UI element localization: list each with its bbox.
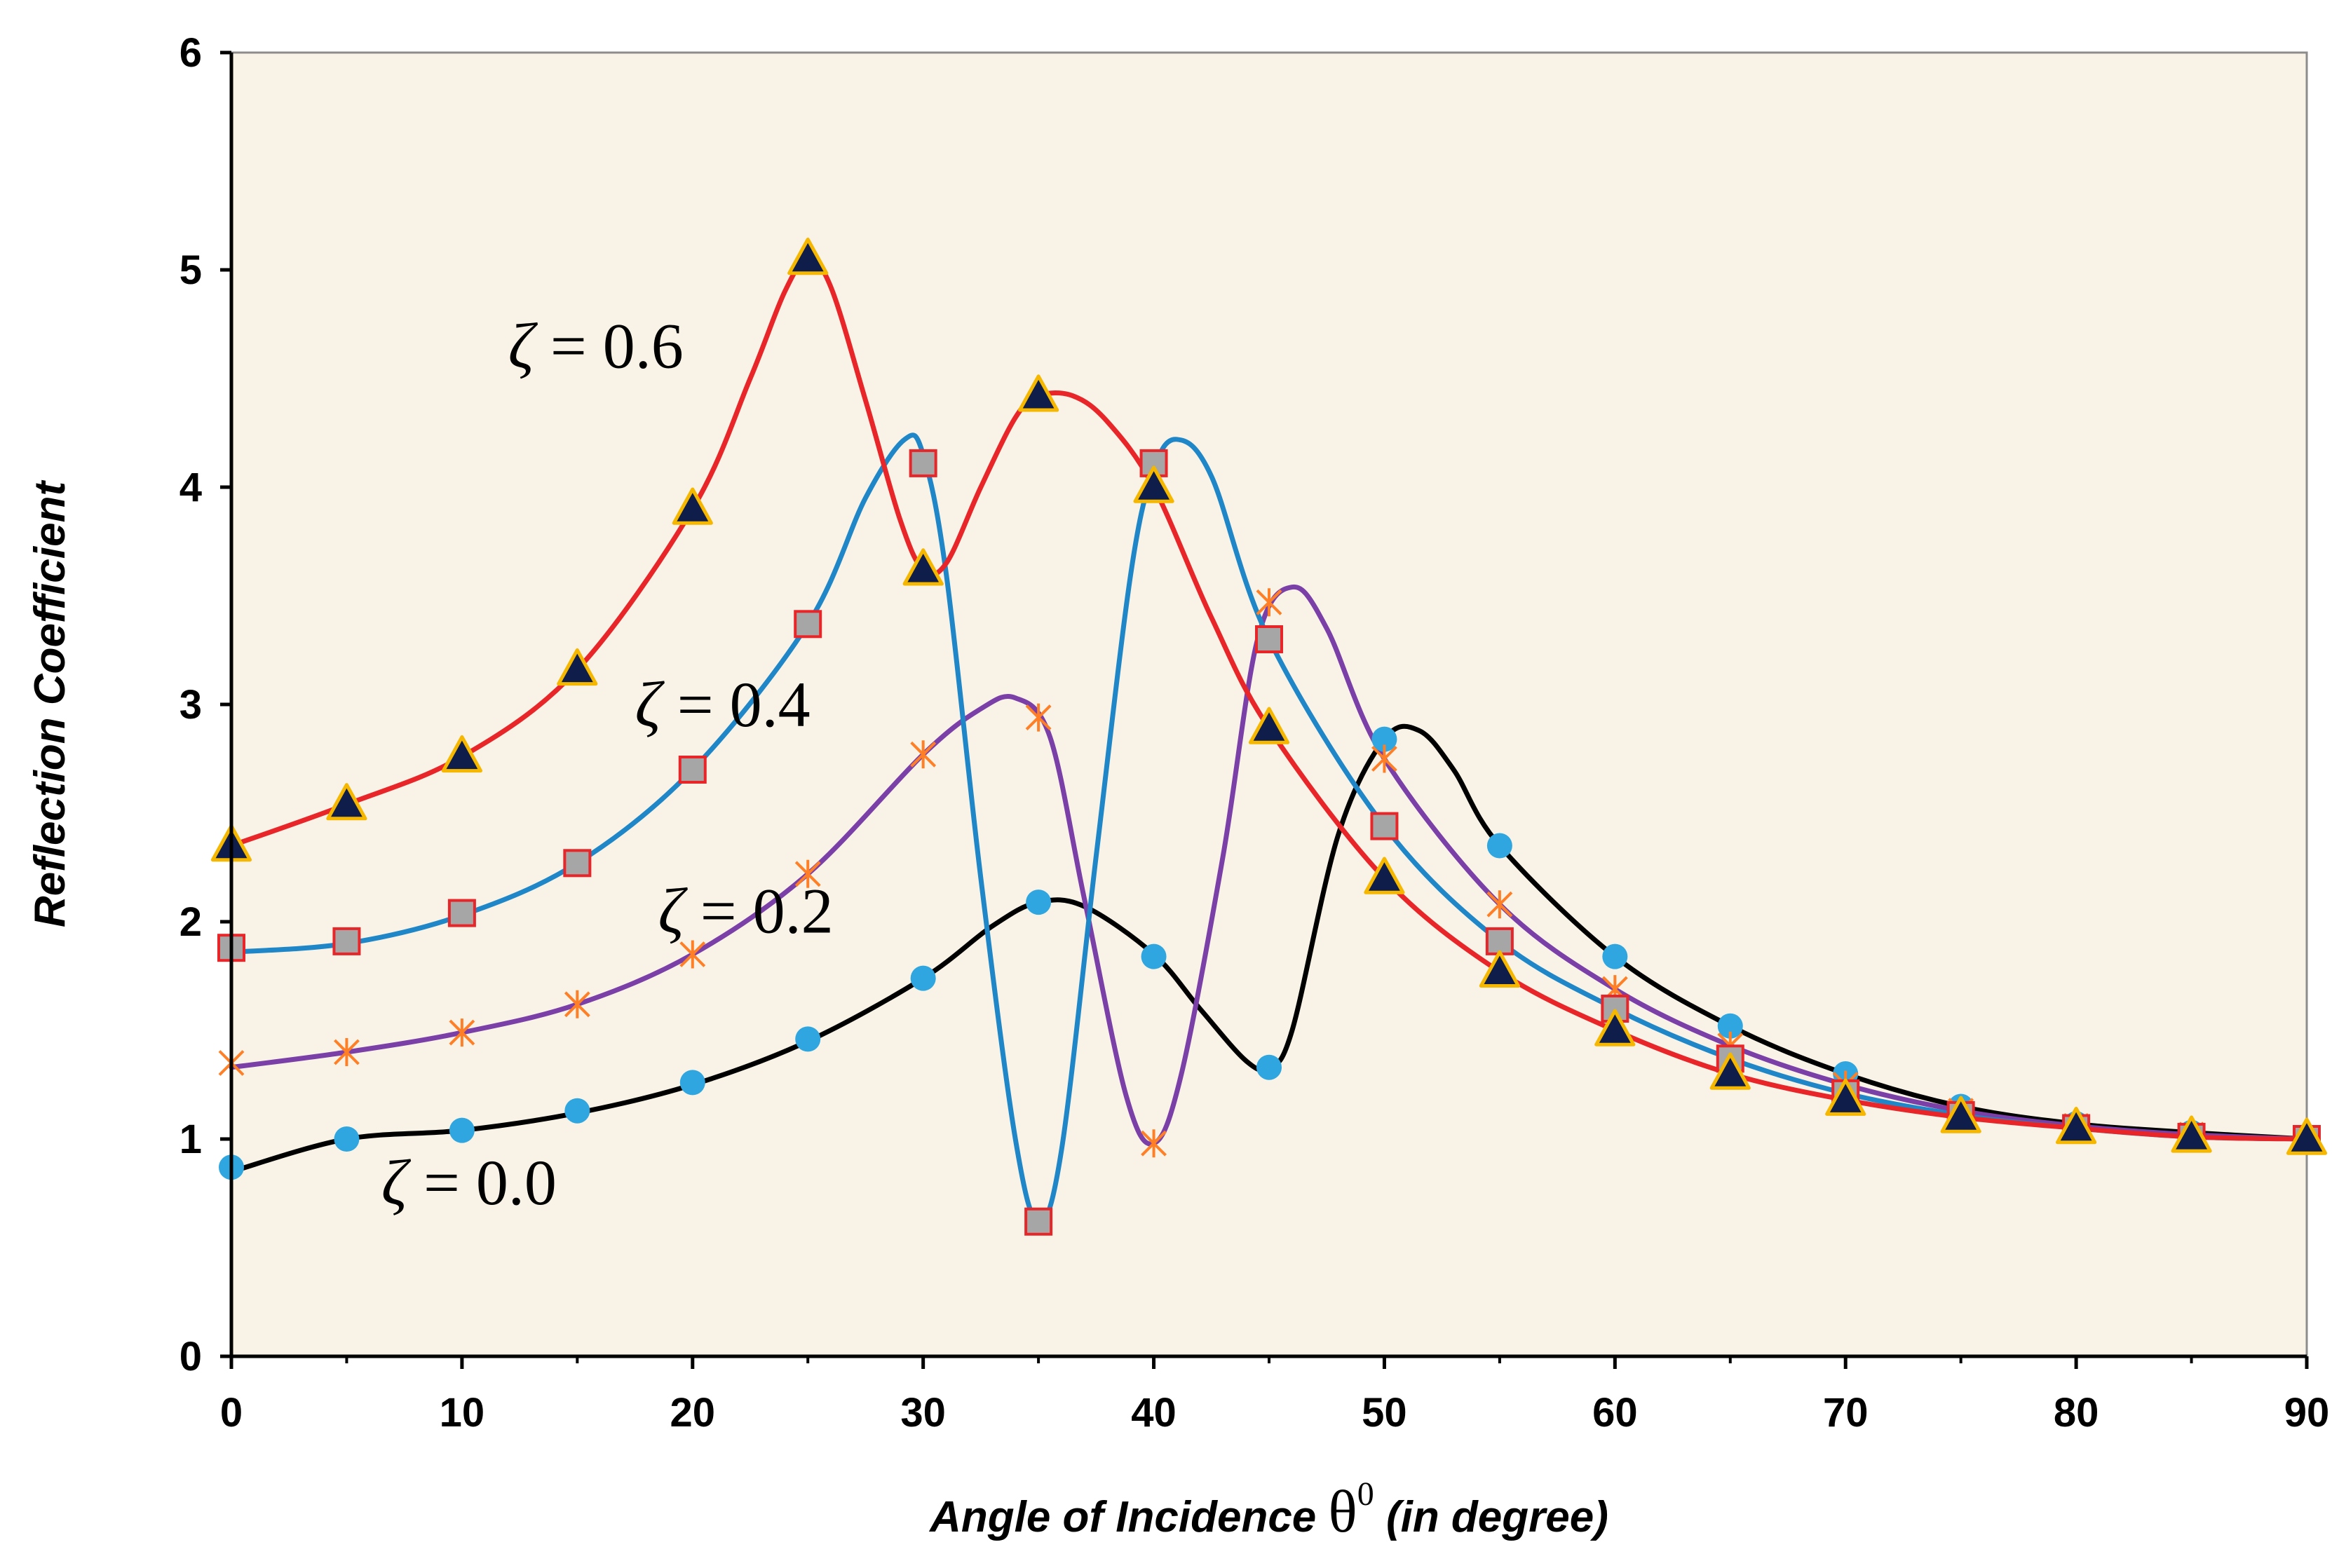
point-zeta-0-6 — [672, 487, 713, 525]
point-zeta-0-4 — [1370, 812, 1399, 840]
point-zeta-0-6 — [2286, 1117, 2328, 1155]
x-tick-label: 40 — [1131, 1390, 1177, 1436]
point-zeta-0-4 — [1485, 927, 1514, 955]
series-markers — [210, 238, 2328, 1236]
point-zeta-0-6 — [1594, 1009, 1636, 1047]
point-zeta-0-6 — [1940, 1096, 1981, 1133]
y-tick-label: 4 — [179, 465, 202, 510]
annotation-label: ζ = 0.4 — [635, 669, 811, 740]
point-zeta-0-0 — [1026, 889, 1052, 915]
x-axis-title: Angle of Incidence θ0 (in degree) — [928, 1475, 1608, 1545]
point-zeta-0-4 — [563, 849, 592, 878]
point-zeta-0-2 — [679, 940, 706, 969]
annotation-label: ζ = 0.0 — [381, 1147, 557, 1218]
point-zeta-0-6 — [441, 735, 482, 773]
point-zeta-0-4 — [1024, 1207, 1053, 1236]
x-tick-label: 90 — [2284, 1390, 2330, 1436]
point-zeta-0-2 — [334, 1038, 360, 1066]
point-zeta-0-0 — [1602, 943, 1628, 969]
x-axis-title-suffix: (in degree) — [1374, 1493, 1608, 1541]
x-tick-label: 10 — [440, 1390, 485, 1436]
point-zeta-0-2 — [910, 740, 937, 769]
x-tick-label: 0 — [220, 1390, 243, 1436]
annotation-label: ζ = 0.2 — [658, 875, 833, 947]
series-annotations: ζ = 0.6ζ = 0.4ζ = 0.2ζ = 0.0 — [381, 311, 834, 1219]
theta-symbol: θ — [1329, 1478, 1357, 1545]
annotation-value: = 0.4 — [661, 669, 811, 740]
point-zeta-0-6 — [557, 648, 598, 686]
point-zeta-0-6 — [2056, 1107, 2097, 1145]
point-zeta-0-0 — [334, 1126, 360, 1152]
point-zeta-0-2 — [564, 990, 590, 1018]
x-tick-label: 80 — [2054, 1390, 2099, 1436]
y-tick-label: 5 — [179, 247, 202, 293]
y-tick-label: 6 — [179, 30, 202, 76]
point-zeta-0-0 — [564, 1098, 590, 1124]
point-zeta-0-0 — [1256, 1054, 1282, 1080]
point-zeta-0-0 — [1486, 833, 1512, 859]
point-zeta-0-2 — [1025, 703, 1052, 732]
point-zeta-0-2 — [1141, 1129, 1167, 1158]
point-zeta-0-0 — [795, 1026, 821, 1052]
annotation-value: = 0.2 — [684, 875, 834, 947]
point-zeta-0-0 — [1371, 726, 1397, 752]
series-line-zeta-0-2 — [229, 585, 2310, 1147]
zeta-symbol: ζ — [508, 311, 538, 382]
annotation-label: ζ = 0.6 — [508, 311, 684, 382]
point-zeta-0-4 — [332, 927, 361, 955]
point-zeta-0-2 — [1256, 588, 1282, 617]
point-zeta-0-6 — [1018, 374, 1059, 412]
point-zeta-0-2 — [794, 859, 821, 888]
zeta-symbol: ζ — [635, 669, 665, 740]
x-axis-title-prefix: Angle of Incidence — [928, 1493, 1328, 1541]
x-tick-label: 50 — [1362, 1390, 1407, 1436]
point-zeta-0-0 — [679, 1070, 705, 1096]
annotation-value: = 0.6 — [534, 311, 684, 382]
point-zeta-0-6 — [902, 548, 944, 586]
point-zeta-0-6 — [326, 783, 367, 821]
zeta-symbol: ζ — [658, 875, 688, 947]
point-zeta-0-0 — [910, 965, 936, 991]
point-zeta-0-4 — [1255, 625, 1283, 653]
point-zeta-0-6 — [787, 238, 829, 275]
y-tick-label: 0 — [179, 1334, 202, 1379]
point-zeta-0-4 — [794, 610, 822, 639]
point-zeta-0-4 — [1139, 449, 1168, 477]
point-zeta-0-2 — [1486, 890, 1513, 919]
point-zeta-0-6 — [1248, 707, 1290, 744]
zeta-symbol: ζ — [381, 1147, 412, 1218]
point-zeta-0-4 — [678, 756, 707, 784]
y-axis-title: Reflection Coefficient — [26, 480, 74, 928]
point-zeta-0-6 — [1133, 465, 1174, 503]
y-tick-label: 1 — [179, 1117, 202, 1162]
point-zeta-0-6 — [2171, 1115, 2212, 1153]
point-zeta-0-2 — [1371, 744, 1397, 773]
x-tick-label: 30 — [900, 1390, 946, 1436]
point-zeta-0-4 — [909, 449, 937, 477]
y-tick-label: 2 — [179, 899, 202, 945]
point-zeta-0-4 — [447, 899, 476, 927]
theta-superscript: 0 — [1357, 1475, 1374, 1513]
x-tick-label: 20 — [670, 1390, 716, 1436]
point-zeta-0-0 — [1717, 1013, 1743, 1039]
point-zeta-0-6 — [1479, 950, 1520, 988]
point-zeta-0-0 — [1141, 943, 1167, 969]
point-zeta-0-6 — [1709, 1052, 1751, 1090]
point-zeta-0-6 — [1364, 857, 1405, 894]
point-zeta-0-0 — [449, 1117, 475, 1143]
y-tick-label: 3 — [179, 682, 202, 728]
x-tick-label: 60 — [1592, 1390, 1638, 1436]
plot-area — [230, 51, 2308, 1358]
x-tick-label: 70 — [1823, 1390, 1869, 1436]
annotation-value: = 0.0 — [407, 1147, 557, 1218]
point-zeta-0-2 — [449, 1018, 475, 1047]
point-zeta-0-6 — [1825, 1078, 1866, 1116]
